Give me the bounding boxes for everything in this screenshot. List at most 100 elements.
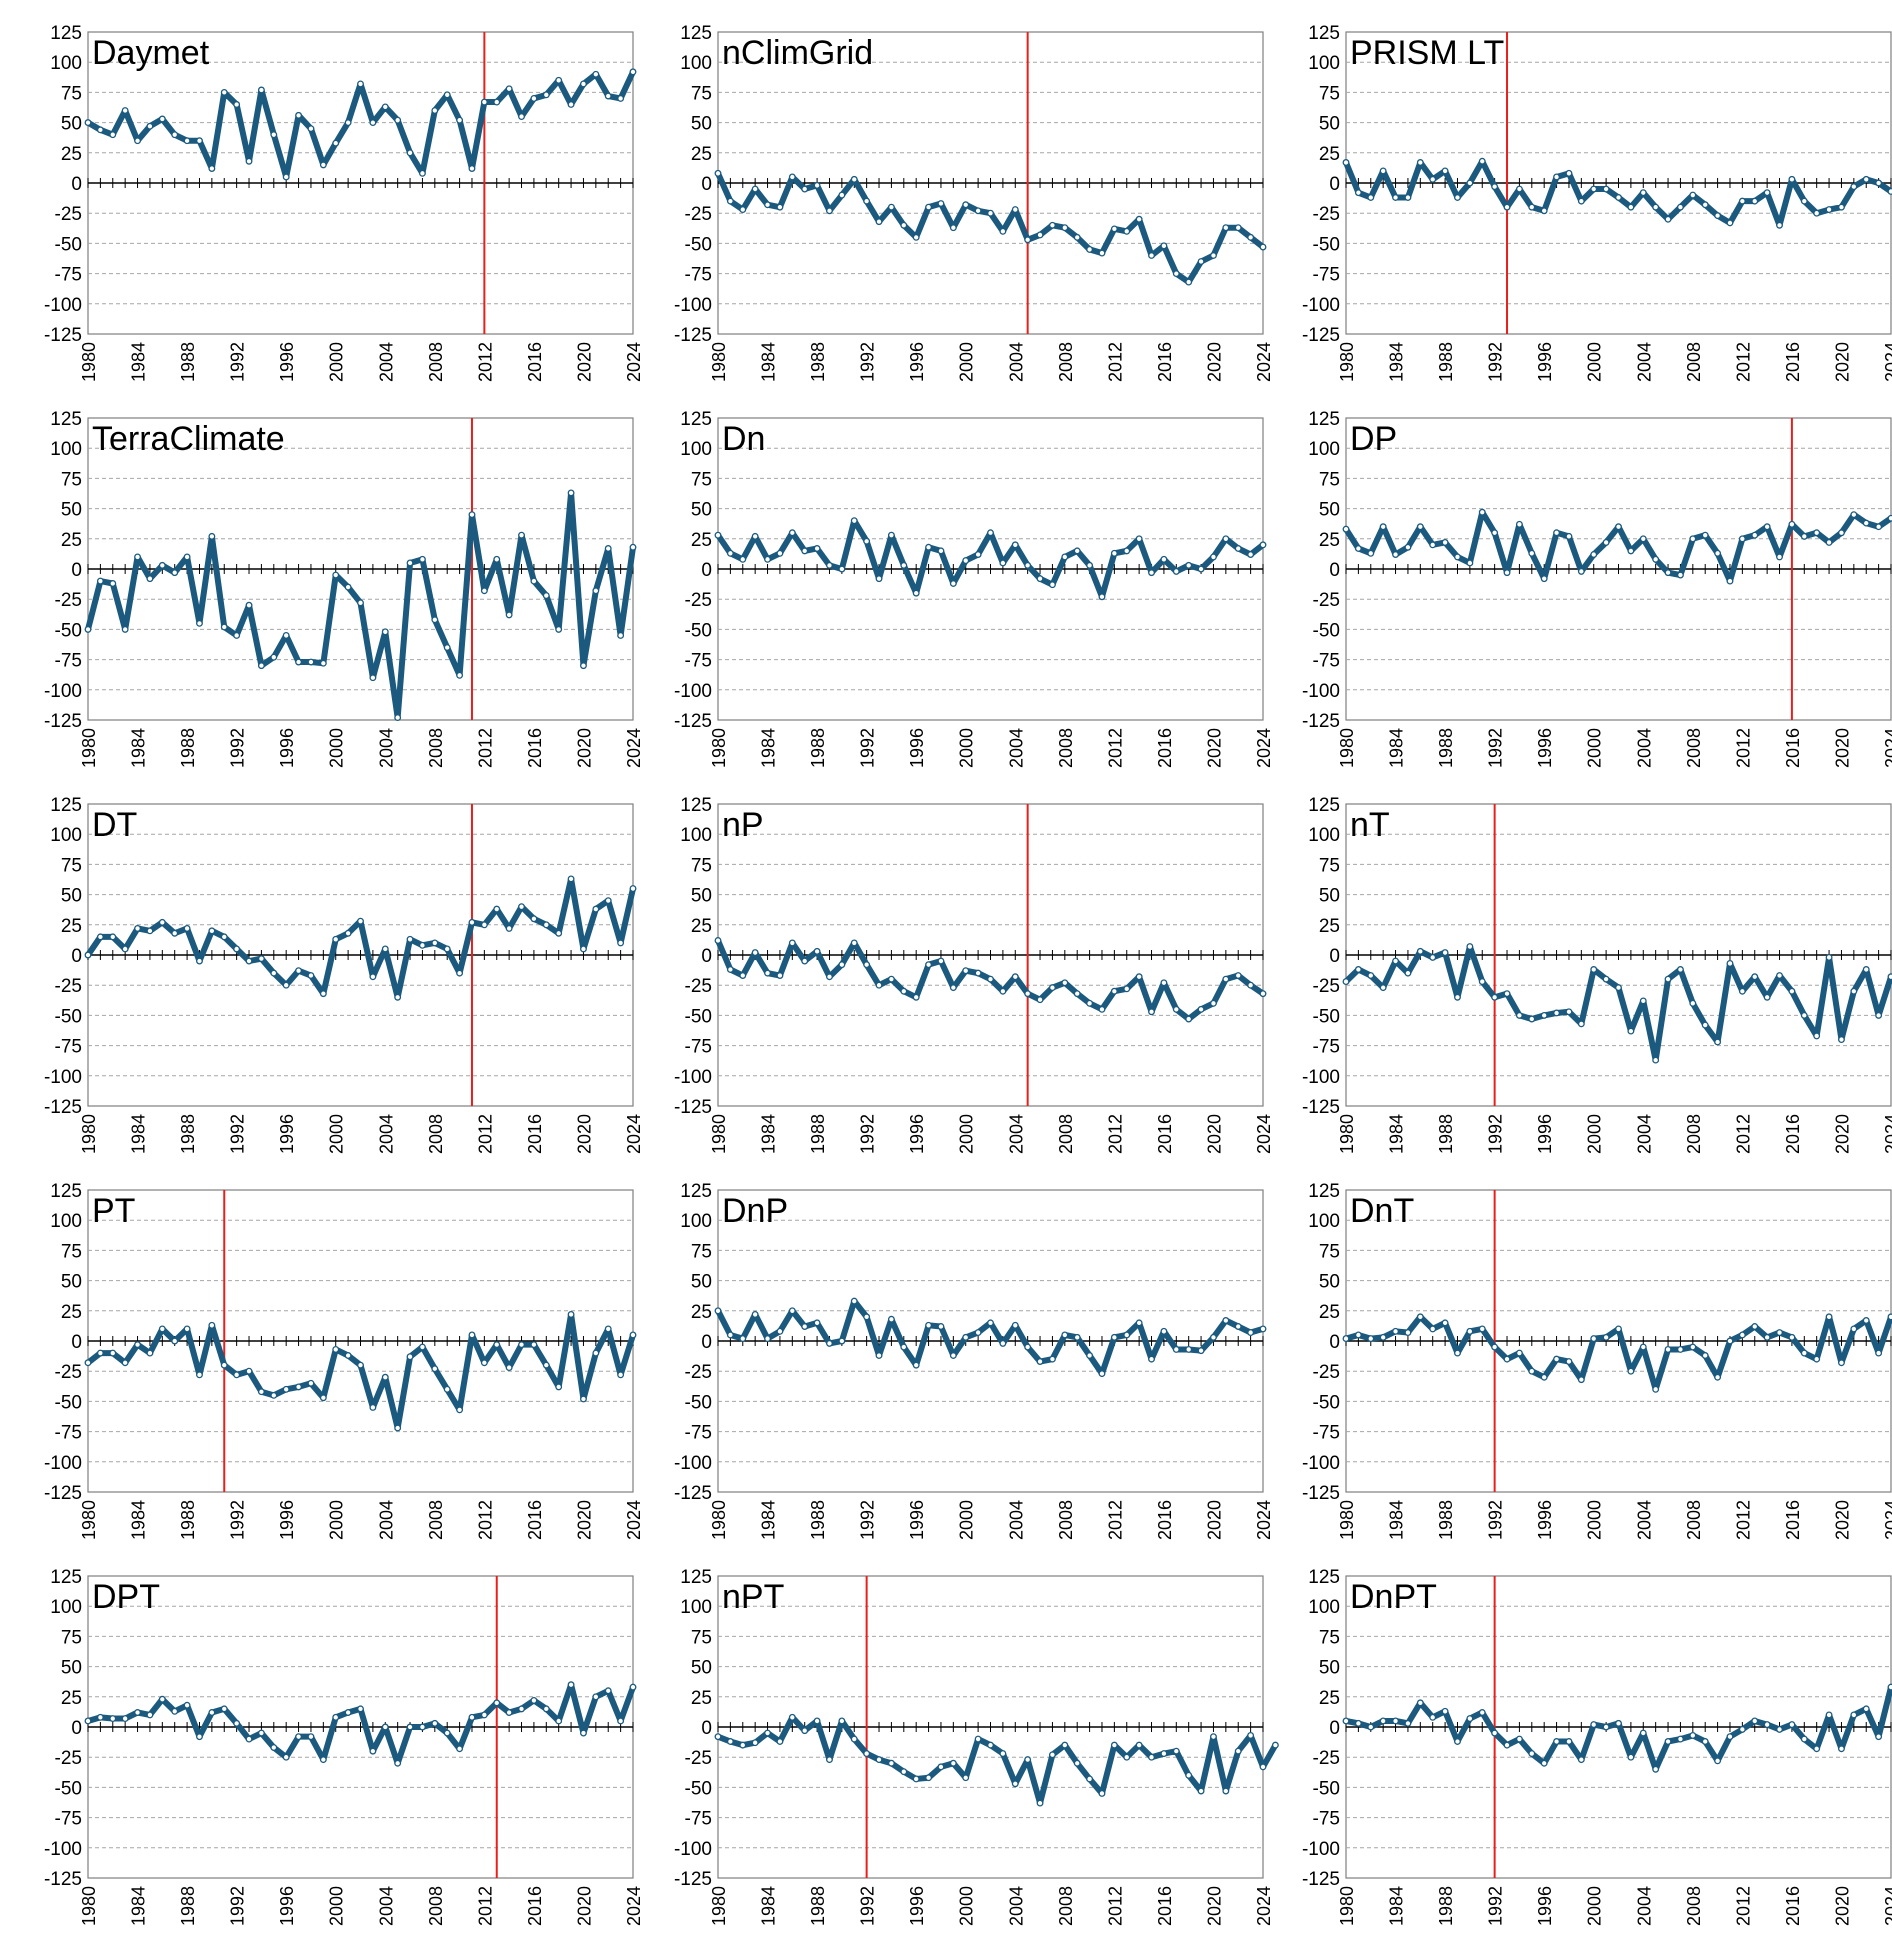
data-point <box>468 511 476 519</box>
x-tick-label: 2008 <box>426 342 446 382</box>
y-tick-label: 75 <box>61 1627 82 1648</box>
x-tick-label: 2004 <box>376 1886 396 1926</box>
x-tick-label: 2024 <box>1254 728 1274 768</box>
y-tick-label: -25 <box>1313 1362 1340 1383</box>
data-point <box>1247 1732 1255 1739</box>
y-tick-label: -100 <box>44 1453 82 1474</box>
data-point <box>962 967 970 975</box>
data-point <box>1838 203 1845 211</box>
data-point <box>751 1739 759 1747</box>
data-point <box>1862 1705 1870 1713</box>
data-point <box>1503 1355 1511 1363</box>
data-point <box>1825 206 1833 214</box>
data-point <box>134 553 141 561</box>
data-point <box>183 1325 191 1333</box>
data-point <box>270 1391 278 1399</box>
data-point <box>1086 1352 1094 1359</box>
data-point <box>1862 966 1870 973</box>
data-point <box>949 984 957 992</box>
data-point <box>1714 549 1722 557</box>
y-tick-label: -125 <box>674 711 712 732</box>
data-point <box>776 972 784 979</box>
data-point <box>1887 1313 1892 1321</box>
y-tick-label: -125 <box>44 1097 82 1118</box>
x-tick-label: 2000 <box>327 1500 347 1540</box>
y-tick-label: 0 <box>701 1332 712 1353</box>
data-point <box>146 927 154 935</box>
data-point <box>1652 555 1660 563</box>
x-tick-label: 2024 <box>1882 1500 1892 1540</box>
y-tick-label: 50 <box>61 500 82 521</box>
data-point <box>1098 1370 1106 1378</box>
y-tick-label: 0 <box>71 1332 82 1353</box>
panel-title: Daymet <box>92 34 210 72</box>
x-tick-label: 2004 <box>1006 1114 1026 1154</box>
data-point <box>1726 219 1734 227</box>
data-point <box>1222 975 1230 983</box>
x-tick-label: 2012 <box>475 1500 495 1540</box>
data-point <box>1689 1732 1697 1739</box>
y-tick-label: 100 <box>1308 439 1340 460</box>
data-point <box>431 1365 439 1373</box>
data-point <box>999 987 1007 995</box>
data-point <box>826 561 833 569</box>
y-tick-label: 25 <box>61 1302 82 1323</box>
x-tick-label: 1980 <box>1337 1114 1357 1154</box>
data-point <box>542 91 550 99</box>
y-tick-label: -125 <box>1302 711 1340 732</box>
y-tick-label: 100 <box>680 439 712 460</box>
data-point <box>1875 1349 1883 1357</box>
data-point <box>1776 221 1783 229</box>
data-point <box>1123 1753 1131 1761</box>
data-point <box>1135 215 1143 223</box>
data-point <box>1639 1343 1647 1351</box>
data-point <box>1503 1741 1511 1749</box>
data-point <box>518 1705 525 1713</box>
data-point <box>121 1715 129 1722</box>
data-point <box>937 1323 945 1330</box>
data-point <box>1454 993 1461 1001</box>
data-point <box>764 1729 771 1737</box>
y-tick-label: 75 <box>1319 1241 1340 1262</box>
x-tick-label: 2020 <box>1204 342 1224 382</box>
data-point <box>357 1361 364 1369</box>
y-tick-label: 0 <box>71 1718 82 1739</box>
y-tick-label: -25 <box>685 976 712 997</box>
data-point <box>912 1775 920 1783</box>
y-tick-label: -75 <box>55 1037 82 1058</box>
data-point <box>1838 1359 1845 1367</box>
data-point <box>592 905 600 913</box>
y-tick-label: 25 <box>691 916 712 937</box>
data-point <box>1024 1756 1032 1764</box>
data-point <box>1664 215 1672 223</box>
data-point <box>493 1699 501 1707</box>
x-tick-label: 1996 <box>277 342 297 382</box>
y-tick-label: -50 <box>55 234 82 255</box>
data-point <box>937 957 945 965</box>
data-point <box>1441 949 1449 957</box>
data-point <box>1751 973 1759 981</box>
data-point <box>1429 175 1437 183</box>
y-tick-label: -50 <box>55 620 82 641</box>
y-tick-label: 25 <box>691 144 712 165</box>
y-tick-label: -75 <box>1313 1423 1340 1444</box>
data-point <box>1061 1741 1069 1749</box>
x-tick-label: 1984 <box>129 1500 149 1540</box>
data-point <box>443 91 451 99</box>
data-point <box>567 489 575 497</box>
data-point <box>555 1717 563 1725</box>
y-tick-label: -125 <box>1302 325 1340 346</box>
y-tick-label: 125 <box>50 23 82 44</box>
y-tick-label: -100 <box>674 1839 712 1860</box>
y-tick-label: -100 <box>674 681 712 702</box>
data-point <box>1887 188 1892 195</box>
y-tick-label: -25 <box>55 1362 82 1383</box>
y-tick-label: -75 <box>55 265 82 286</box>
data-point <box>1590 1335 1598 1343</box>
data-point <box>925 203 933 211</box>
data-point <box>1342 525 1350 533</box>
data-point <box>925 1774 933 1782</box>
data-point <box>394 1424 402 1432</box>
